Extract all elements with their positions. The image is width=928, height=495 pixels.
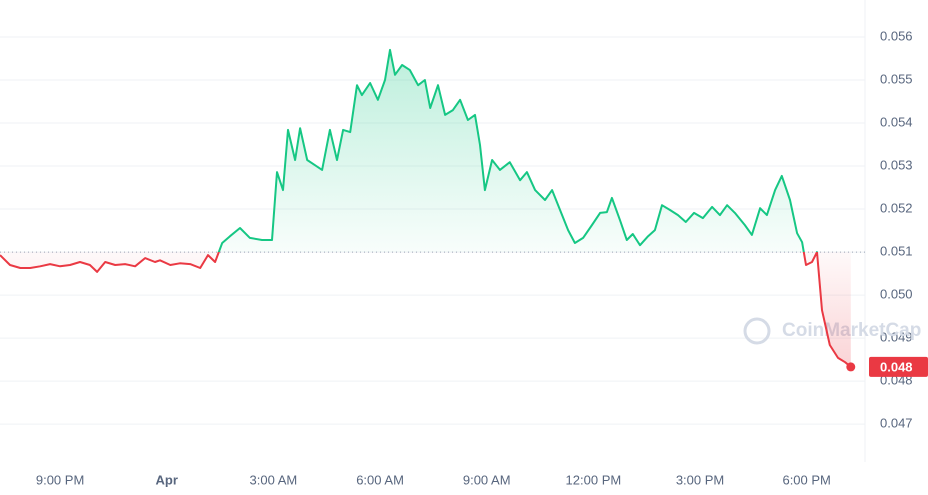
watermark-logo bbox=[743, 317, 771, 345]
y-tick-label: 0.056 bbox=[880, 28, 913, 43]
last-point bbox=[846, 362, 856, 372]
watermark: CoinMarketCap bbox=[782, 320, 921, 341]
y-tick-label: 0.054 bbox=[880, 114, 913, 129]
price-line bbox=[0, 48, 852, 368]
y-tick-label: 0.047 bbox=[880, 416, 913, 431]
x-tick-label: 3:00 PM bbox=[676, 472, 724, 487]
y-tick-label: 0.052 bbox=[880, 200, 913, 215]
x-tick-label: 6:00 PM bbox=[782, 472, 830, 487]
y-tick-label: 0.051 bbox=[880, 244, 913, 259]
price-area bbox=[0, 49, 851, 367]
x-tick-label: 6:00 AM bbox=[356, 472, 404, 487]
y-tick-label: 0.049 bbox=[880, 330, 913, 345]
x-tick-label: 9:00 PM bbox=[36, 472, 84, 487]
y-tick-label: 0.053 bbox=[880, 157, 913, 172]
price-badge-label: 0.048 bbox=[880, 359, 913, 374]
price-badge bbox=[869, 356, 928, 377]
y-tick-label: 0.055 bbox=[880, 71, 913, 86]
x-tick-label: Apr bbox=[156, 472, 178, 487]
x-tick-label: 12:00 PM bbox=[566, 472, 622, 487]
x-tick-label: 9:00 AM bbox=[463, 472, 511, 487]
x-tick-label: 3:00 AM bbox=[250, 472, 298, 487]
y-tick-label: 0.050 bbox=[880, 287, 913, 302]
